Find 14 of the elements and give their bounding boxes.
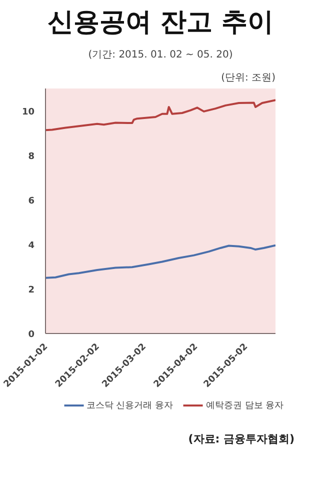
line-series [46,244,276,279]
y-tick-label: 8 [28,152,35,162]
y-tick-label: 10 [22,107,35,118]
chart-subtitle: (기간: 2015. 01. 02 ~ 05. 20) [88,50,233,60]
y-tick-label: 0 [28,330,35,340]
y-tick-label: 4 [28,240,35,251]
legend-label: 예탁증권 담보 융자 [206,400,284,412]
y-tick-label: 2 [28,285,35,296]
y-tick-label: 6 [28,196,35,206]
legend-label: 코스닥 신용거래 융자 [86,400,173,412]
y-axis-title: (단위: 조원) [221,72,276,84]
line-series [46,99,276,132]
text: (자료: 금융투자협회) [188,432,295,446]
chart-title: 신용공여 잔고 추이 [47,8,274,38]
